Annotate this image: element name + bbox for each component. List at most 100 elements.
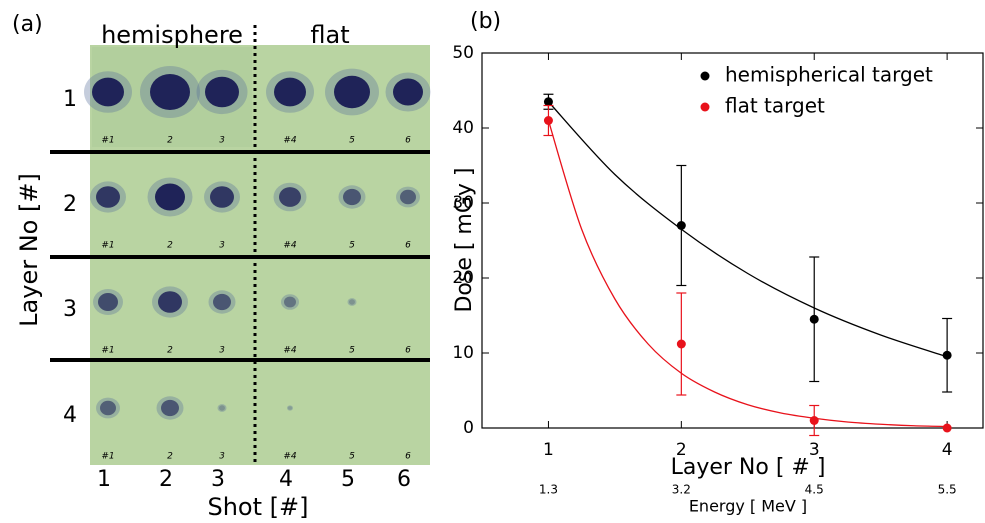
handwriting: 5: [349, 136, 355, 146]
x-tick-label: 2: [676, 440, 687, 460]
handwriting: 3: [219, 452, 225, 462]
dose-spot: [393, 78, 423, 106]
dose-spot: [288, 406, 292, 410]
x-tick-label: 4: [942, 440, 953, 460]
dose-spot: [213, 293, 231, 311]
data-point: [676, 339, 686, 349]
handwriting: 3: [219, 136, 225, 146]
x2-tick-label: 1.3: [539, 483, 558, 497]
dose-spot: [98, 293, 118, 311]
handwriting: 5: [349, 346, 355, 356]
panel-label: (a): [12, 12, 43, 37]
handwriting: #4: [283, 241, 297, 251]
plot-frame: [481, 52, 984, 429]
panel-a: (a) hemisphere flat Layer No [#] Shot [#…: [12, 12, 431, 521]
panel-label: (b): [470, 9, 501, 34]
axis-label: Layer No [#]: [15, 173, 43, 327]
x2-tick-label: 5.5: [938, 483, 957, 497]
dose-spot: [150, 74, 190, 110]
panel-b: (b) Dose [ mGy ] Layer No [ # ] Energy […: [452, 9, 984, 516]
dose-spot: [274, 77, 306, 107]
handwriting: #1: [101, 346, 114, 356]
handwriting: 6: [405, 241, 411, 251]
group-label: flat: [310, 21, 349, 49]
shot-label: 3: [211, 467, 225, 492]
handwriting: #1: [101, 136, 114, 146]
y-tick-label: 20: [452, 268, 474, 288]
dose-spot: [219, 405, 225, 411]
dose-spot-halo: [217, 404, 227, 412]
x2-tick-label: 3.2: [672, 483, 691, 497]
dose-spot: [158, 291, 182, 313]
x-tick-label: 1: [543, 440, 554, 460]
handwriting: 2: [167, 452, 173, 462]
handwriting: 2: [167, 346, 173, 356]
x-tick-label: 3: [809, 440, 820, 460]
handwriting: #4: [283, 452, 297, 462]
dose-spot: [343, 188, 361, 206]
legend-label: hemispherical target: [725, 63, 933, 87]
handwriting: 5: [349, 241, 355, 251]
dose-spot: [210, 186, 234, 208]
handwriting: 6: [405, 346, 411, 356]
shot-label: 6: [397, 467, 411, 492]
dose-spot: [349, 299, 355, 305]
handwriting: 2: [167, 241, 173, 251]
dose-spot: [96, 186, 120, 208]
handwriting: #1: [101, 241, 114, 251]
y-tick-label: 50: [452, 43, 474, 63]
x2-axis-label: Energy [ MeV ]: [689, 497, 807, 516]
y-tick-label: 30: [452, 193, 474, 213]
axis-label: Shot [#]: [207, 493, 308, 521]
data-point: [942, 350, 952, 360]
dose-spot-halo: [287, 405, 293, 411]
legend-marker: [700, 102, 710, 112]
shot-label: 5: [341, 467, 355, 492]
shot-label: 2: [159, 467, 173, 492]
dose-spot: [400, 189, 416, 205]
handwriting: 6: [405, 452, 411, 462]
handwriting: 5: [349, 452, 355, 462]
data-point: [809, 416, 819, 425]
handwriting: 6: [405, 136, 411, 146]
dose-spot-halo: [281, 294, 299, 310]
handwriting: 3: [219, 346, 225, 356]
handwriting: #4: [283, 346, 297, 356]
y-tick-label: 10: [452, 343, 474, 363]
handwriting: #1: [101, 452, 114, 462]
group-label: hemisphere: [101, 21, 243, 49]
dose-spot-halo: [347, 298, 357, 306]
dose-spot: [100, 400, 116, 416]
handwriting: #4: [283, 136, 297, 146]
dose-spot: [161, 399, 179, 417]
data-point: [676, 221, 686, 230]
y-axis-label: Dose [ mGy ]: [452, 167, 477, 312]
data-point: [543, 116, 553, 125]
dose-spot: [284, 296, 296, 308]
row-label: 3: [63, 297, 77, 322]
dose-spot: [205, 76, 239, 108]
y-tick-label: 40: [452, 118, 474, 138]
dose-spot: [155, 183, 185, 211]
x-axis-label: Layer No [ # ]: [671, 455, 826, 480]
row-label: 1: [63, 87, 77, 112]
handwriting: 3: [219, 241, 225, 251]
data-point: [543, 97, 553, 107]
dose-spot: [334, 75, 370, 109]
y-tick-label: 0: [463, 418, 474, 438]
fit-curve: [547, 120, 948, 428]
row-label: 4: [63, 403, 77, 428]
dose-spot: [92, 77, 124, 107]
shot-label: 4: [279, 467, 293, 492]
data-point: [942, 423, 952, 433]
fit-curve: [547, 101, 948, 358]
dose-spot: [279, 187, 301, 207]
data-point: [809, 314, 819, 324]
handwriting: 2: [167, 136, 173, 146]
legend-marker: [700, 71, 710, 81]
x2-tick-label: 4.5: [805, 483, 824, 497]
row-label: 2: [63, 192, 77, 217]
shot-label: 1: [97, 467, 111, 492]
legend-label: flat target: [725, 94, 825, 118]
